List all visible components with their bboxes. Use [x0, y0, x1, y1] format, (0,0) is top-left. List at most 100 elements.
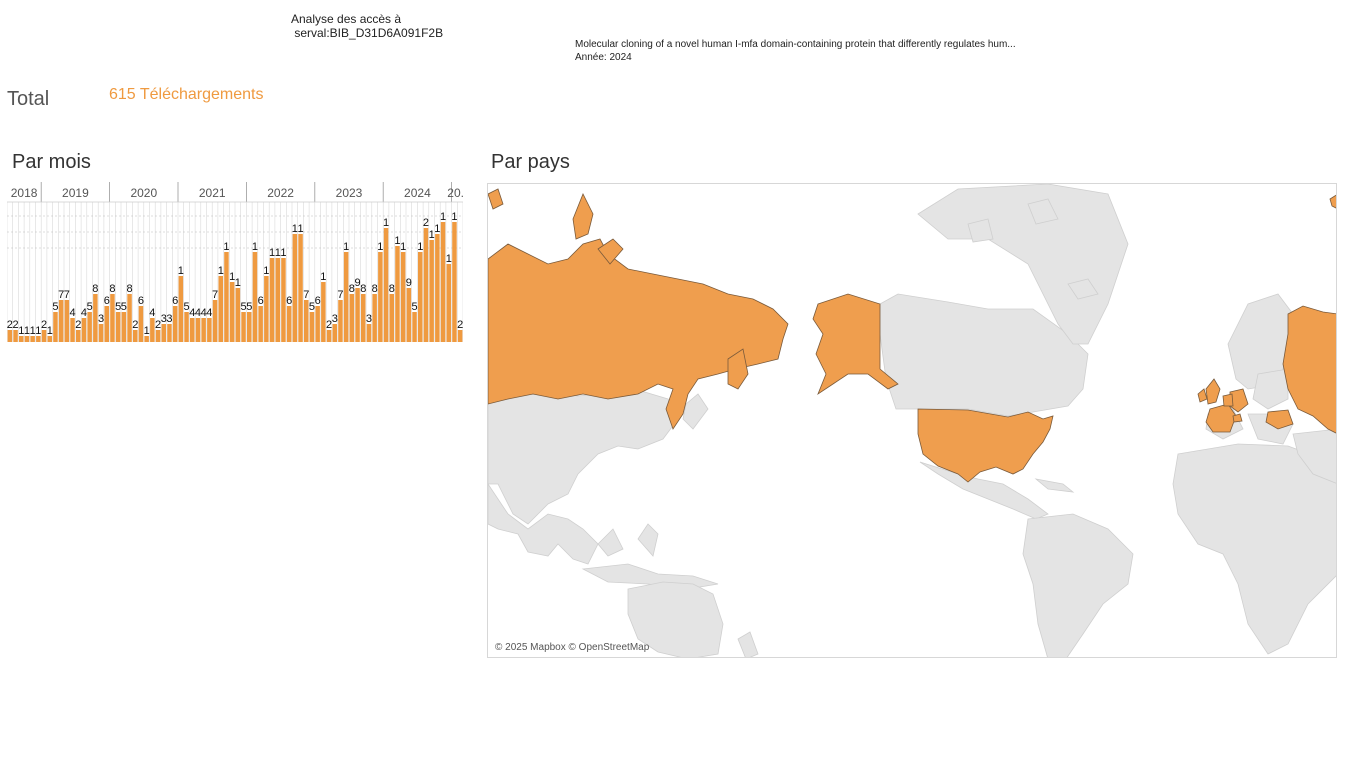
- year-label: 2024: [404, 186, 431, 200]
- month-bar[interactable]: [435, 234, 440, 342]
- month-bar[interactable]: [366, 324, 372, 342]
- month-bar[interactable]: [400, 252, 406, 342]
- country-ireland: [1197, 388, 1208, 403]
- month-bar[interactable]: [378, 252, 383, 342]
- month-bar[interactable]: [155, 330, 161, 342]
- bar-value-label: 8: [126, 283, 132, 295]
- month-bar[interactable]: [30, 336, 35, 342]
- month-bar[interactable]: [372, 294, 377, 342]
- month-bar[interactable]: [332, 324, 338, 342]
- month-bar[interactable]: [258, 306, 263, 342]
- month-bar[interactable]: [98, 324, 104, 342]
- month-bar[interactable]: [395, 246, 400, 342]
- map-attribution[interactable]: © 2025 Mapbox © OpenStreetMap: [495, 642, 650, 653]
- month-bar[interactable]: [389, 294, 395, 342]
- month-bar[interactable]: [298, 234, 303, 342]
- month-bar[interactable]: [13, 330, 18, 342]
- month-bar[interactable]: [110, 294, 115, 342]
- month-bar[interactable]: [383, 228, 389, 342]
- month-bar[interactable]: [247, 312, 252, 342]
- month-bar[interactable]: [423, 228, 429, 342]
- month-bar[interactable]: [286, 306, 292, 342]
- month-bar[interactable]: [76, 330, 81, 342]
- bar-value-label: 4: [69, 307, 75, 319]
- month-bar[interactable]: [138, 306, 144, 342]
- month-bar[interactable]: [133, 330, 138, 342]
- month-bar[interactable]: [93, 294, 98, 342]
- country-netherlands-belgium: [1222, 393, 1234, 407]
- month-bar[interactable]: [127, 294, 132, 342]
- month-bar[interactable]: [229, 282, 235, 342]
- month-bar[interactable]: [19, 336, 24, 342]
- month-bar[interactable]: [184, 312, 189, 342]
- month-bar[interactable]: [309, 312, 315, 342]
- month-bar[interactable]: [218, 276, 224, 342]
- land-layer: [488, 184, 1336, 657]
- month-bar[interactable]: [161, 324, 167, 342]
- month-bar[interactable]: [212, 300, 218, 342]
- month-bar[interactable]: [104, 306, 110, 342]
- month-bar[interactable]: [349, 294, 355, 342]
- month-bar[interactable]: [235, 288, 241, 342]
- bar-value-label: 5: [240, 301, 246, 313]
- month-bar[interactable]: [338, 300, 343, 342]
- year-label: 2023: [336, 186, 363, 200]
- month-bar[interactable]: [7, 330, 13, 342]
- month-bar[interactable]: [201, 318, 206, 342]
- month-bar[interactable]: [87, 312, 92, 342]
- month-bar[interactable]: [241, 312, 246, 342]
- month-bar[interactable]: [53, 312, 58, 342]
- country-usa-alaska: [812, 293, 899, 396]
- month-bar[interactable]: [281, 258, 286, 342]
- month-bar[interactable]: [452, 222, 457, 342]
- month-bar[interactable]: [440, 222, 446, 342]
- month-bar[interactable]: [304, 300, 309, 342]
- monthly-bar-chart[interactable]: 201820192020202120222023202420..22111121…: [7, 182, 463, 344]
- month-bar[interactable]: [195, 318, 201, 342]
- month-bar[interactable]: [190, 318, 195, 342]
- month-bar[interactable]: [172, 306, 178, 342]
- month-bar[interactable]: [121, 312, 127, 342]
- month-bar[interactable]: [292, 234, 298, 342]
- month-bar[interactable]: [355, 288, 360, 342]
- month-bar[interactable]: [36, 336, 41, 342]
- bar-value-label: 3: [166, 313, 172, 325]
- month-bar[interactable]: [47, 336, 53, 342]
- month-bar[interactable]: [275, 258, 281, 342]
- month-bar[interactable]: [457, 330, 463, 342]
- month-bar[interactable]: [115, 312, 121, 342]
- month-bar[interactable]: [24, 336, 30, 342]
- bar-value-label: 4: [206, 307, 212, 319]
- month-bar[interactable]: [178, 276, 184, 342]
- month-bar[interactable]: [70, 318, 75, 342]
- month-bar[interactable]: [41, 330, 47, 342]
- month-bar[interactable]: [321, 282, 326, 342]
- world-map[interactable]: [487, 183, 1337, 658]
- by-month-heading: Par mois: [12, 151, 91, 173]
- bar-value-label: 6: [104, 295, 110, 307]
- month-bar[interactable]: [58, 300, 64, 342]
- month-bar[interactable]: [150, 318, 155, 342]
- bar-value-label: 2: [457, 319, 463, 331]
- month-bar[interactable]: [269, 258, 275, 342]
- world-map-svg[interactable]: [488, 184, 1337, 658]
- month-bar[interactable]: [252, 252, 258, 342]
- month-bar[interactable]: [361, 294, 366, 342]
- month-bar[interactable]: [81, 318, 87, 342]
- month-bar[interactable]: [418, 252, 423, 342]
- month-bar[interactable]: [144, 336, 149, 342]
- month-bar[interactable]: [446, 264, 452, 342]
- bar-value-label: 5: [246, 301, 252, 313]
- month-bar[interactable]: [315, 306, 320, 342]
- page-title: Analyse des accès à serval:BIB_D31D6A091…: [291, 12, 511, 40]
- month-bar[interactable]: [412, 312, 417, 342]
- month-bar[interactable]: [167, 324, 172, 342]
- month-bar[interactable]: [406, 288, 412, 342]
- month-bar[interactable]: [207, 318, 212, 342]
- month-bar[interactable]: [64, 300, 70, 342]
- month-bar[interactable]: [343, 252, 349, 342]
- month-bar[interactable]: [264, 276, 269, 342]
- month-bar[interactable]: [224, 252, 229, 342]
- month-bar[interactable]: [326, 330, 332, 342]
- month-bar[interactable]: [429, 240, 434, 342]
